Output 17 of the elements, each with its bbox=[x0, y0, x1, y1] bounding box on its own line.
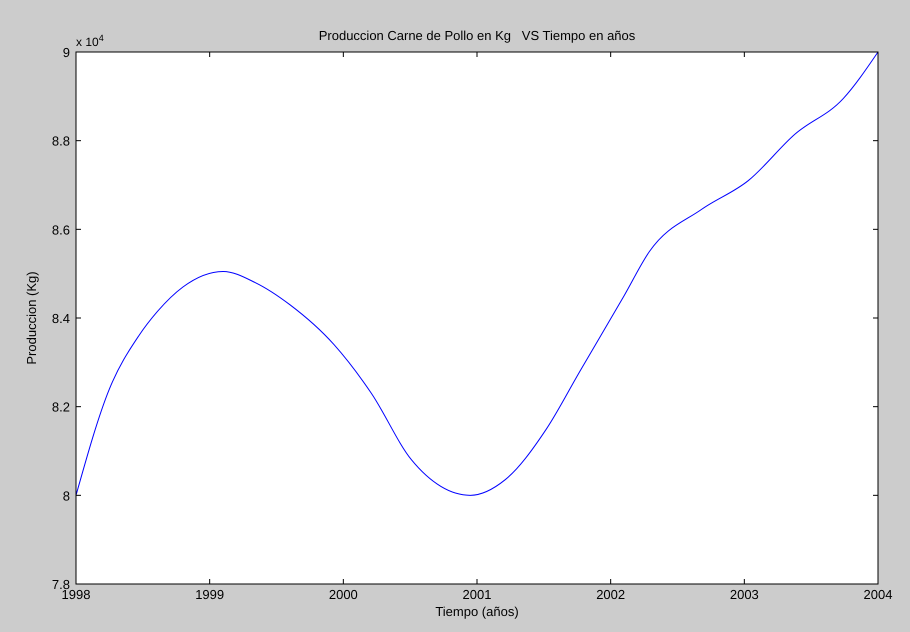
x-tick-label: 2000 bbox=[328, 587, 358, 602]
y-tick-label: 8.8 bbox=[52, 134, 70, 149]
chart-title: Produccion Carne de Pollo en Kg VS Tiempo en años bbox=[318, 28, 636, 43]
x-tick-label: 2002 bbox=[596, 587, 626, 602]
y-tick-label: 9 bbox=[62, 45, 70, 60]
line-series bbox=[76, 52, 878, 496]
x-axis-title: Tiempo (años) bbox=[435, 604, 519, 619]
x-tick-label: 2003 bbox=[730, 587, 759, 602]
text: x 10$^{4}$ bbox=[76, 33, 104, 49]
y-tick-label: 8.2 bbox=[52, 400, 70, 415]
x-tick-label: 1999 bbox=[195, 587, 224, 602]
y-tick-label: 8 bbox=[62, 488, 70, 504]
y-tick-label: 8.6 bbox=[52, 222, 70, 238]
y-axis-title: Produccion (Kg) bbox=[24, 271, 39, 365]
x-tick-label: 2004 bbox=[864, 587, 892, 602]
x-tick-label: 2001 bbox=[462, 587, 492, 602]
y-tick-label: 8.4 bbox=[52, 311, 70, 326]
